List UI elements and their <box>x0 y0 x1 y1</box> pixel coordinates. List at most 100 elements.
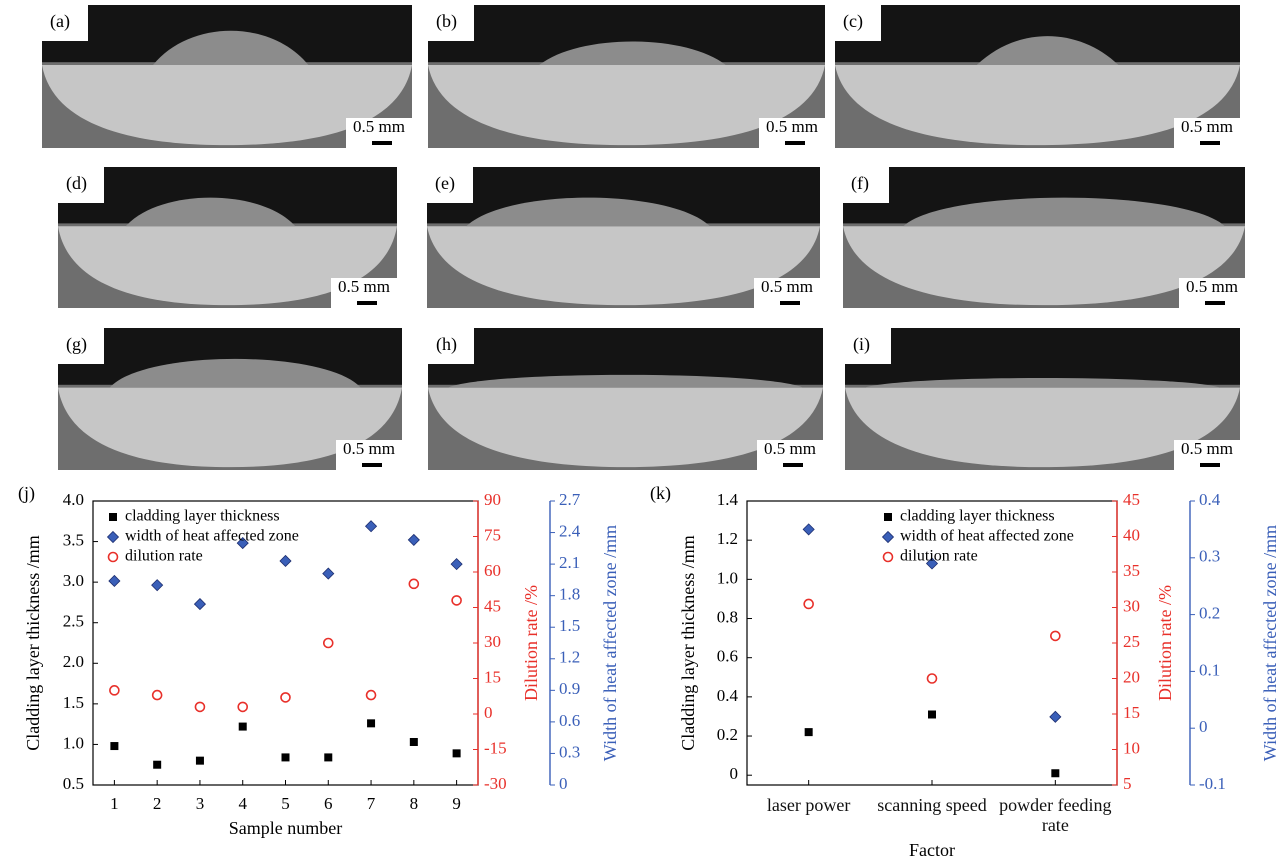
point <box>153 760 162 769</box>
label-box <box>428 328 474 364</box>
y-tick-label: 0.2 <box>717 725 738 744</box>
cladding-dome <box>864 378 1221 388</box>
x-tick-label-box: powder feeding rate <box>999 795 1111 835</box>
x-axis-title: Sample number <box>229 818 342 838</box>
cladding-dome <box>976 36 1119 66</box>
scale-bar <box>357 301 377 305</box>
melt-pool <box>845 387 1240 468</box>
y3-tick-label: 0.6 <box>559 711 580 730</box>
panel-label: (b) <box>436 11 457 32</box>
legend-label: cladding layer thickness <box>125 508 280 525</box>
y-axis-title: Cladding layer thickness /mm <box>23 535 43 750</box>
x-tick-label: 4 <box>238 794 247 813</box>
micrograph: (d) 0.5 mm <box>58 167 397 308</box>
micrograph: (c) 0.5 mm <box>835 5 1240 149</box>
y3-tick-label: 0.2 <box>1199 604 1220 623</box>
label-box <box>58 167 104 203</box>
point <box>194 701 206 713</box>
point <box>195 756 204 765</box>
y2-tick-label: 35 <box>1123 561 1140 580</box>
y2-tick-label: 15 <box>484 667 501 686</box>
x-tick-label: 5 <box>281 794 290 813</box>
melt-pool <box>843 226 1245 306</box>
cladding-dome <box>109 358 361 388</box>
x-tick-label: 6 <box>324 794 333 813</box>
scale-bar <box>1200 141 1220 145</box>
y2-tick-label: 25 <box>1123 632 1140 651</box>
y3-axis-title: Width of heat affected zone /mm <box>600 525 620 761</box>
panel-label: (j) <box>18 483 35 504</box>
melt-pool <box>42 65 412 146</box>
point <box>238 722 247 731</box>
y2-tick-label: 45 <box>484 596 501 615</box>
label-box <box>845 328 891 364</box>
y3-tick-label: 2.1 <box>559 553 580 572</box>
y2-tick-label: 5 <box>1123 774 1132 793</box>
scale-label: 0.5 mm <box>338 277 390 296</box>
scale-bar <box>785 141 805 145</box>
y-tick-label: 3.5 <box>63 530 84 549</box>
point <box>110 742 119 751</box>
point <box>193 598 207 611</box>
y3-tick-label: 2.4 <box>559 521 581 540</box>
y-tick-label: 0.4 <box>717 686 739 705</box>
scale-label: 0.5 mm <box>764 439 816 458</box>
point <box>802 523 815 536</box>
y2-tick-label: 20 <box>1123 667 1140 686</box>
point <box>1050 630 1061 642</box>
scale-label: 0.5 mm <box>766 117 818 136</box>
point <box>450 558 463 571</box>
panel-label: (h) <box>436 334 457 355</box>
panel-label: (c) <box>843 11 863 32</box>
legend-label: width of heat affected zone <box>125 528 299 545</box>
point <box>1051 769 1060 778</box>
y2-tick-label: -15 <box>484 738 507 757</box>
x-tick-label: 7 <box>367 794 376 813</box>
point <box>803 598 814 610</box>
panel-label: (e) <box>435 173 455 194</box>
y3-tick-label: 0.4 <box>1199 490 1221 509</box>
y2-tick-label: 75 <box>484 525 501 544</box>
label-box <box>58 328 104 364</box>
legend-label: dilution rate <box>900 548 978 565</box>
panel-label: (k) <box>650 483 671 504</box>
y-tick-label: 2.5 <box>63 612 84 631</box>
y3-tick-label: 0 <box>1199 717 1208 736</box>
cladding-dome <box>447 374 804 388</box>
legend-label: dilution rate <box>125 548 203 565</box>
scale-bar <box>783 463 803 467</box>
label-box <box>843 167 889 203</box>
melt-pool <box>428 65 825 146</box>
y2-tick-label: 45 <box>1123 490 1140 509</box>
y3-tick-label: 1.8 <box>559 585 580 604</box>
micrograph: (e) 0.5 mm <box>427 167 820 308</box>
y2-tick-label: 0 <box>484 703 493 722</box>
y-tick-label: 1.0 <box>63 733 84 752</box>
x-tick-label: 9 <box>452 794 461 813</box>
y-tick-label: 1.4 <box>717 490 739 509</box>
scale-bar <box>362 463 382 467</box>
legend-marker <box>882 551 894 563</box>
melt-pool <box>427 226 820 306</box>
melt-pool <box>58 226 397 306</box>
legend-label: width of heat affected zone <box>900 528 1074 545</box>
point <box>451 595 462 606</box>
scale-label: 0.5 mm <box>1181 117 1233 136</box>
y-tick-label: 1.5 <box>63 693 84 712</box>
scale-label: 0.5 mm <box>1186 277 1238 296</box>
melt-pool <box>428 387 823 468</box>
y2-tick-label: 10 <box>1123 738 1140 757</box>
cladding-dome <box>466 197 710 227</box>
y3-tick-label: 1.5 <box>559 616 580 635</box>
point <box>409 737 418 746</box>
y2-tick-label: 30 <box>1123 596 1140 615</box>
y3-axis-title: Width of heat affected zone /mm <box>1260 525 1280 761</box>
x-axis-title: Factor <box>909 840 955 860</box>
y3-tick-label: 0.1 <box>1199 660 1220 679</box>
x-tick-label: laser power <box>766 795 851 815</box>
melt-pool <box>58 387 402 468</box>
scale-bar <box>1205 301 1225 305</box>
panel-label: (f) <box>851 173 869 194</box>
micrograph: (h) 0.5 mm <box>428 328 823 470</box>
point <box>279 554 292 568</box>
